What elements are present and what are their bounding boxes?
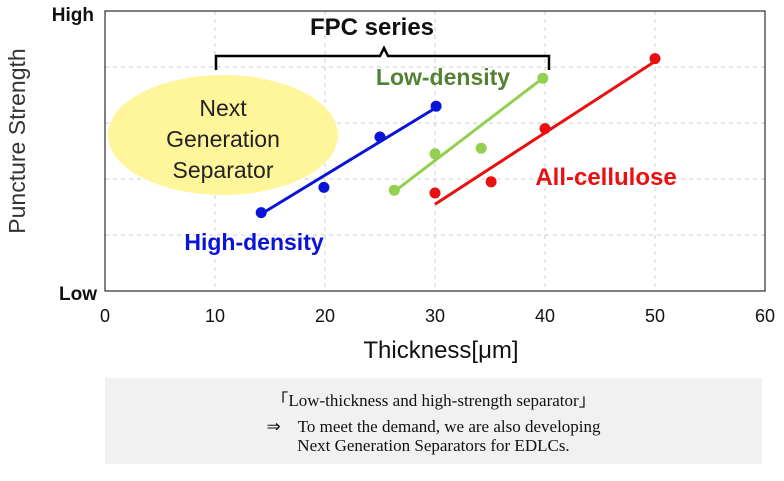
data-point-all-cellulose bbox=[539, 123, 551, 135]
caption-line-2: ⇒ To meet the demand, we are also develo… bbox=[266, 417, 601, 436]
next-generation-label-line1: Next bbox=[199, 95, 247, 121]
chart-marks bbox=[255, 53, 661, 219]
series-label-all-cellulose: All-cellulose bbox=[535, 164, 676, 191]
data-point-high-density bbox=[318, 181, 330, 193]
data-point-high-density bbox=[430, 100, 442, 112]
y-tick-high: High bbox=[52, 5, 94, 26]
x-tick-label: 10 bbox=[205, 306, 225, 326]
series-label-low-density: Low-density bbox=[376, 64, 510, 90]
y-axis-title: Puncture Strength bbox=[4, 48, 30, 233]
data-point-low-density bbox=[537, 72, 549, 84]
x-tick-label: 0 bbox=[100, 306, 110, 326]
x-tick-label: 60 bbox=[755, 306, 775, 326]
data-point-low-density bbox=[429, 148, 441, 160]
caption-line-1: 「Low-thickness and high-strength separat… bbox=[271, 391, 596, 410]
data-point-all-cellulose bbox=[485, 176, 497, 188]
caption-box: 「Low-thickness and high-strength separat… bbox=[105, 378, 762, 464]
x-tick-label: 30 bbox=[425, 306, 445, 326]
x-tick-labels: 0 10 20 30 40 50 60 bbox=[100, 306, 775, 326]
x-tick-label: 40 bbox=[535, 306, 555, 326]
x-tick-label: 50 bbox=[645, 306, 665, 326]
plot-area-border bbox=[104, 10, 766, 292]
trend-line-low-density bbox=[393, 77, 544, 193]
data-point-low-density bbox=[475, 142, 487, 154]
data-point-all-cellulose bbox=[429, 187, 441, 199]
next-generation-label-line3: Separator bbox=[172, 157, 273, 183]
y-tick-low: Low bbox=[59, 284, 97, 305]
caption-line-3: Next Generation Separators for EDLCs. bbox=[297, 436, 570, 455]
x-tick-label: 20 bbox=[315, 306, 335, 326]
chart-svg: FPC series Next Generation Separator Hig… bbox=[4, 5, 775, 364]
fpc-bracket bbox=[214, 45, 551, 70]
data-point-all-cellulose bbox=[649, 53, 661, 65]
series-label-high-density: High-density bbox=[184, 229, 323, 255]
fpc-series-label: FPC series bbox=[310, 14, 434, 41]
trend-line-high-density bbox=[260, 106, 437, 216]
data-point-high-density bbox=[374, 131, 386, 143]
data-point-high-density bbox=[255, 207, 267, 219]
x-axis-title: Thickness[μm] bbox=[363, 337, 518, 364]
next-generation-label-line2: Generation bbox=[166, 126, 280, 152]
data-point-low-density bbox=[388, 184, 400, 196]
next-generation-separator-ellipse bbox=[108, 75, 338, 195]
